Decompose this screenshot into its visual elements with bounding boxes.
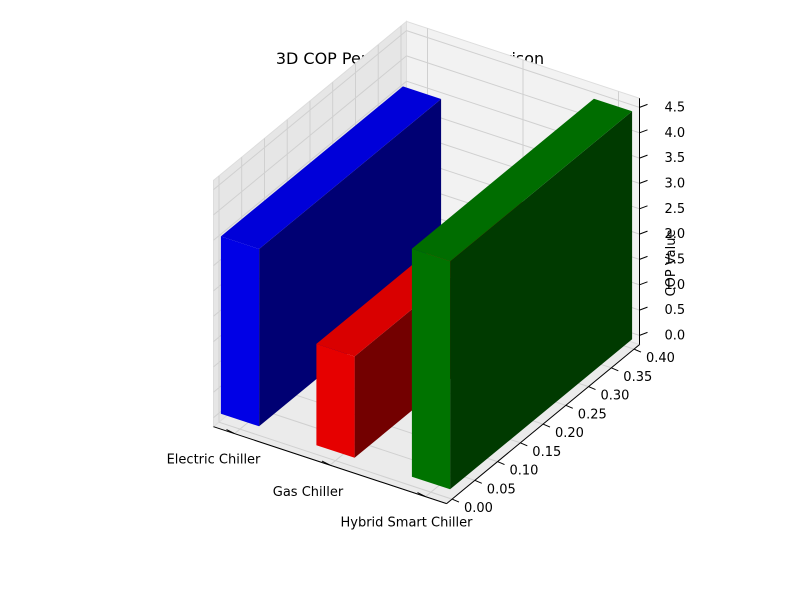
z-tick (639, 103, 648, 108)
bar-side-face (259, 99, 442, 427)
bar-front-face (220, 236, 260, 427)
z-tick-label: 4.0 (665, 126, 686, 141)
y-tick-label: 0.00 (464, 501, 493, 516)
bar-front-face (316, 343, 355, 458)
y-tick (520, 442, 528, 447)
z-tick (639, 281, 648, 286)
bar (411, 98, 633, 490)
z-tick (639, 129, 648, 134)
bar-top-face (411, 98, 633, 262)
z-tick-label: 3.5 (665, 151, 686, 166)
z-axis-label: COP Value (664, 230, 679, 297)
bar-side-face (450, 111, 633, 490)
x-tick (417, 492, 426, 498)
x-tick (226, 429, 235, 435)
z-tick-label: 0.0 (665, 328, 686, 343)
y-tick (633, 348, 642, 353)
bar (220, 86, 442, 427)
y-tick-label: 0.20 (555, 426, 584, 441)
z-tick (639, 331, 648, 336)
y-tick-label: 0.10 (510, 464, 539, 479)
y-tick (474, 479, 482, 484)
y-tick (611, 367, 619, 372)
y-tick-label: 0.30 (601, 389, 630, 404)
z-tick-label: 2.0 (665, 227, 686, 242)
z-tick-label: 0.5 (665, 303, 686, 318)
z-tick-label: 3.0 (665, 176, 686, 191)
x-tick (321, 460, 331, 466)
z-tick-label: 4.5 (665, 100, 686, 115)
z-tick (639, 306, 648, 311)
y-tick (451, 498, 460, 503)
z-tick-label: 1.0 (665, 278, 686, 293)
chart-bars (220, 86, 633, 490)
y-tick (565, 404, 573, 409)
z-tick (639, 205, 648, 210)
z-tick-label: 2.5 (665, 202, 686, 217)
z-tick (639, 154, 648, 159)
x-tick-label: Electric Chiller (167, 453, 261, 468)
z-tick (639, 255, 648, 260)
y-tick-label: 0.15 (532, 445, 561, 460)
z-tick (639, 179, 648, 184)
z-tick-label: 1.5 (665, 252, 686, 267)
bar-front-face (411, 248, 451, 490)
y-tick (588, 386, 596, 391)
x-tick-label: Hybrid Smart Chiller (340, 516, 473, 531)
y-tick-label: 0.25 (578, 407, 607, 422)
y-tick-label: 0.35 (623, 370, 652, 385)
chart-axes: Electric Chiller Gas Chiller Hybrid Smart … (167, 98, 686, 531)
y-tick-label: 0.05 (487, 482, 516, 497)
x-axis-line (213, 426, 447, 505)
y-tick-label: 0.40 (646, 351, 675, 366)
y-tick (497, 461, 505, 466)
x-tick-label: Gas Chiller (273, 485, 344, 500)
y-tick (542, 423, 551, 428)
bar-top-face (220, 86, 442, 250)
y-gridline (218, 421, 453, 500)
z-tick (639, 230, 648, 235)
